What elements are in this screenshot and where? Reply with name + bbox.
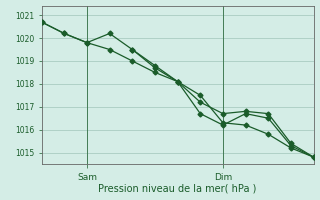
X-axis label: Pression niveau de la mer( hPa ): Pression niveau de la mer( hPa ) xyxy=(99,183,257,193)
